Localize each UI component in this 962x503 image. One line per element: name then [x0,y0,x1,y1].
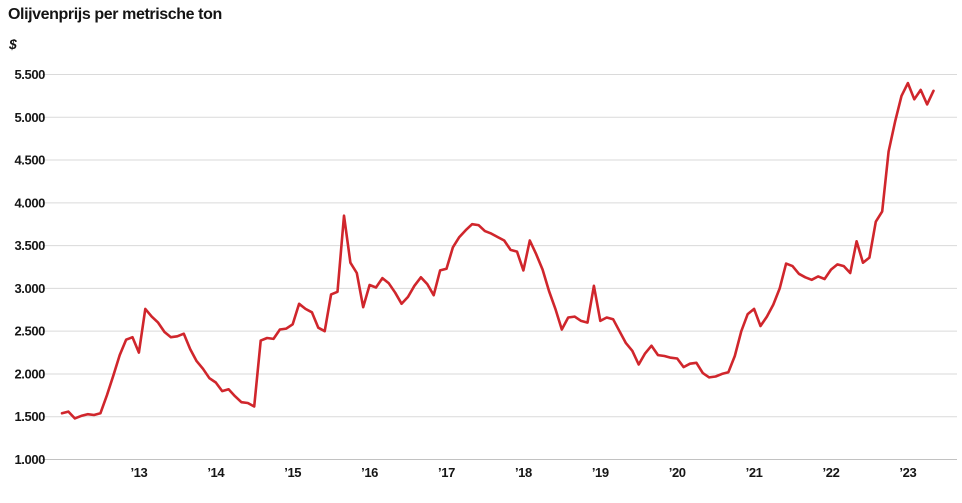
y-tick-label: 3.000 [14,281,45,296]
y-axis-unit-label: $ [9,36,17,52]
x-tick-label: ’20 [669,465,686,480]
y-tick-label: 1.500 [14,409,45,424]
x-tick-label: ’15 [284,465,301,480]
y-tick-label: 4.000 [14,195,45,210]
y-tick-label: 1.000 [14,452,45,467]
x-tick-label: ’19 [592,465,609,480]
x-tick-label: ’17 [438,465,455,480]
y-tick-label: 2.500 [14,324,45,339]
y-tick-label: 5.000 [14,110,45,125]
x-tick-label: ’21 [746,465,763,480]
chart-title: Olijvenprijs per metrische ton [8,6,222,23]
x-tick-label: ’18 [515,465,532,480]
y-tick-label: 5.500 [14,67,45,82]
x-tick-label: ’16 [361,465,378,480]
x-tick-label: ’23 [899,465,916,480]
y-tick-label: 3.500 [14,238,45,253]
price-line [60,81,935,420]
x-tick-label: ’14 [207,465,225,480]
x-tick-label: ’22 [823,465,840,480]
y-tick-label: 4.500 [14,153,45,168]
y-tick-label: 2.000 [14,366,45,381]
x-tick-label: ’13 [130,465,147,480]
